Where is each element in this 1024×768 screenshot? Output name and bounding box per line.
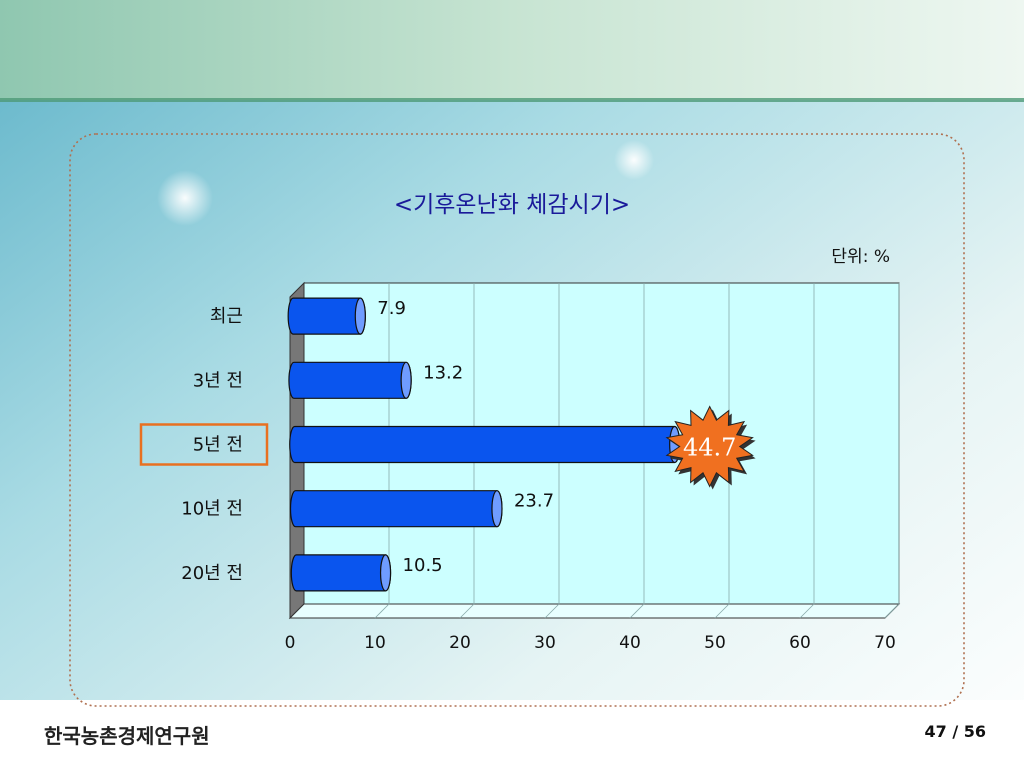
x-tick-label: 10 <box>364 633 386 653</box>
bar-body <box>288 361 412 399</box>
organization-name: 한국농촌경제연구원 <box>44 724 210 748</box>
starburst-shape <box>665 405 754 488</box>
category-label: 5년 전 <box>193 435 243 456</box>
bar-body <box>289 425 681 464</box>
category-label: 20년 전 <box>181 563 243 584</box>
bar <box>287 297 366 335</box>
gridline-floor <box>799 603 815 619</box>
highlight-box <box>139 423 269 466</box>
page-number: 47 / 56 <box>924 722 986 741</box>
value-labels: 7.9 13.2 44.7 23.7 10.5 <box>377 298 756 576</box>
bar-cap <box>379 554 392 592</box>
x-tick-label: 50 <box>704 633 726 653</box>
bar <box>290 554 392 592</box>
bar-cap <box>354 297 366 335</box>
bar <box>288 361 412 399</box>
chart-title: <기후온난화 체감시기> <box>394 192 630 218</box>
x-axis-ticks: 0 10 20 30 40 50 60 70 <box>285 633 896 653</box>
plot-floor <box>288 603 901 619</box>
bar <box>289 490 503 528</box>
value-label: 13.2 <box>423 362 463 383</box>
value-label: 7.9 <box>377 298 406 319</box>
unit-label: 단위: % <box>831 247 890 267</box>
gridline-floor <box>884 603 900 619</box>
bar-body <box>289 490 503 528</box>
x-tick-label: 0 <box>285 633 296 653</box>
bar <box>289 425 681 464</box>
x-tick-label: 60 <box>789 633 811 653</box>
gridline-floor <box>459 603 475 619</box>
x-tick-label: 30 <box>534 633 556 653</box>
category-label: 최근 <box>210 306 243 327</box>
bar-cap <box>400 361 412 399</box>
value-label: 10.5 <box>403 555 443 576</box>
category-label: 3년 전 <box>193 370 243 391</box>
gridline-floor <box>374 603 390 619</box>
x-tick-label: 20 <box>449 633 471 653</box>
gridline-floor <box>714 603 730 619</box>
category-label: 10년 전 <box>181 499 243 520</box>
bar-body <box>287 297 366 335</box>
x-tick-label: 40 <box>619 633 641 653</box>
x-tick-label: 70 <box>874 633 896 653</box>
value-label: 44.7 <box>683 434 736 462</box>
value-label: 23.7 <box>514 491 554 512</box>
gridline-floor <box>544 603 560 619</box>
category-labels: 최근 3년 전 5년 전 10년 전 20년 전 <box>139 306 269 584</box>
value-starburst: 44.7 <box>665 405 756 490</box>
bar-cap <box>491 490 503 528</box>
bar-body <box>290 554 392 592</box>
bars <box>287 297 681 592</box>
gridline-floor <box>629 603 645 619</box>
